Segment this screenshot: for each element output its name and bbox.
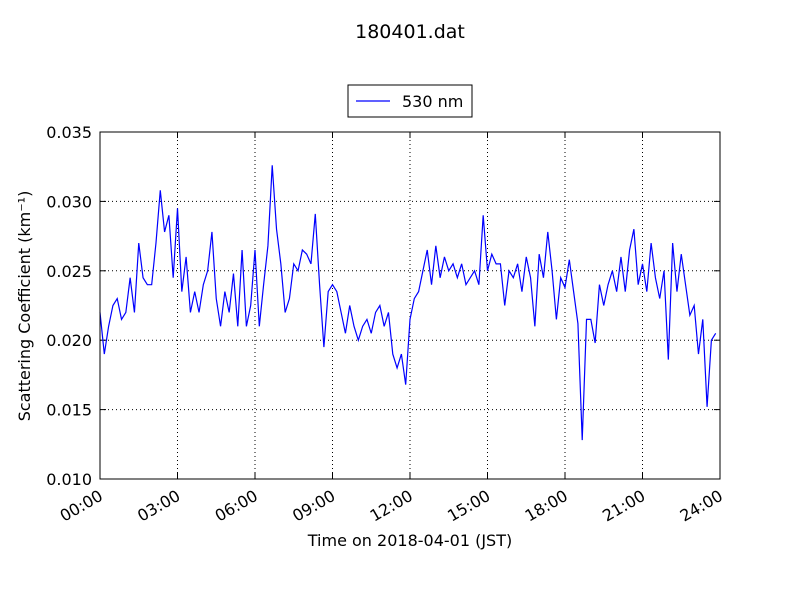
y-tick-label: 0.020 bbox=[46, 331, 92, 350]
legend-label: 530 nm bbox=[402, 92, 463, 111]
data-line bbox=[99, 165, 717, 441]
y-tick-label: 0.010 bbox=[46, 470, 92, 489]
plot-frame bbox=[99, 131, 721, 480]
y-tick-label: 0.030 bbox=[46, 192, 92, 211]
chart-title: 180401.dat bbox=[355, 21, 465, 43]
y-tick-label: 0.015 bbox=[46, 401, 92, 420]
y-tick-label: 0.035 bbox=[46, 123, 92, 142]
x-axis-label: Time on 2018-04-01 (JST) bbox=[307, 531, 512, 550]
y-tick-label: 0.025 bbox=[46, 262, 92, 281]
y-axis-label: Scattering Coefficient (km⁻¹) bbox=[15, 191, 34, 422]
